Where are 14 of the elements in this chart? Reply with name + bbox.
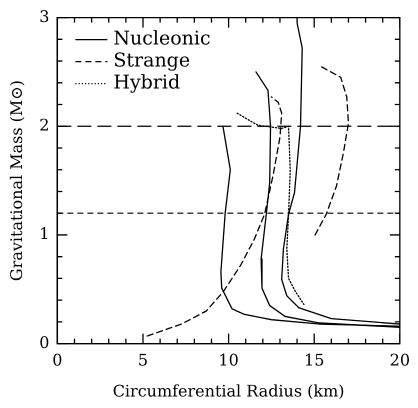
x-tick-label: 0 — [52, 350, 62, 370]
legend-label: Hybrid — [113, 72, 180, 94]
x-tick-label: 10 — [218, 350, 239, 370]
legend-label: Strange — [113, 50, 190, 72]
y-tick-label: 0 — [39, 332, 50, 352]
x-tick-label: 5 — [138, 350, 148, 370]
y-tick-label: 3 — [39, 6, 50, 26]
x-axis-title: Circumferential Radius (km) — [112, 382, 345, 401]
x-tick-label: 15 — [304, 350, 324, 370]
y-tick-label: 1 — [39, 224, 50, 244]
x-tick-label: 20 — [390, 350, 410, 370]
y-tick-label: 2 — [39, 115, 50, 134]
y-axis-title: Gravitational Mass (M⊙) — [6, 80, 26, 282]
legend-label: Nucleonic — [113, 28, 211, 50]
